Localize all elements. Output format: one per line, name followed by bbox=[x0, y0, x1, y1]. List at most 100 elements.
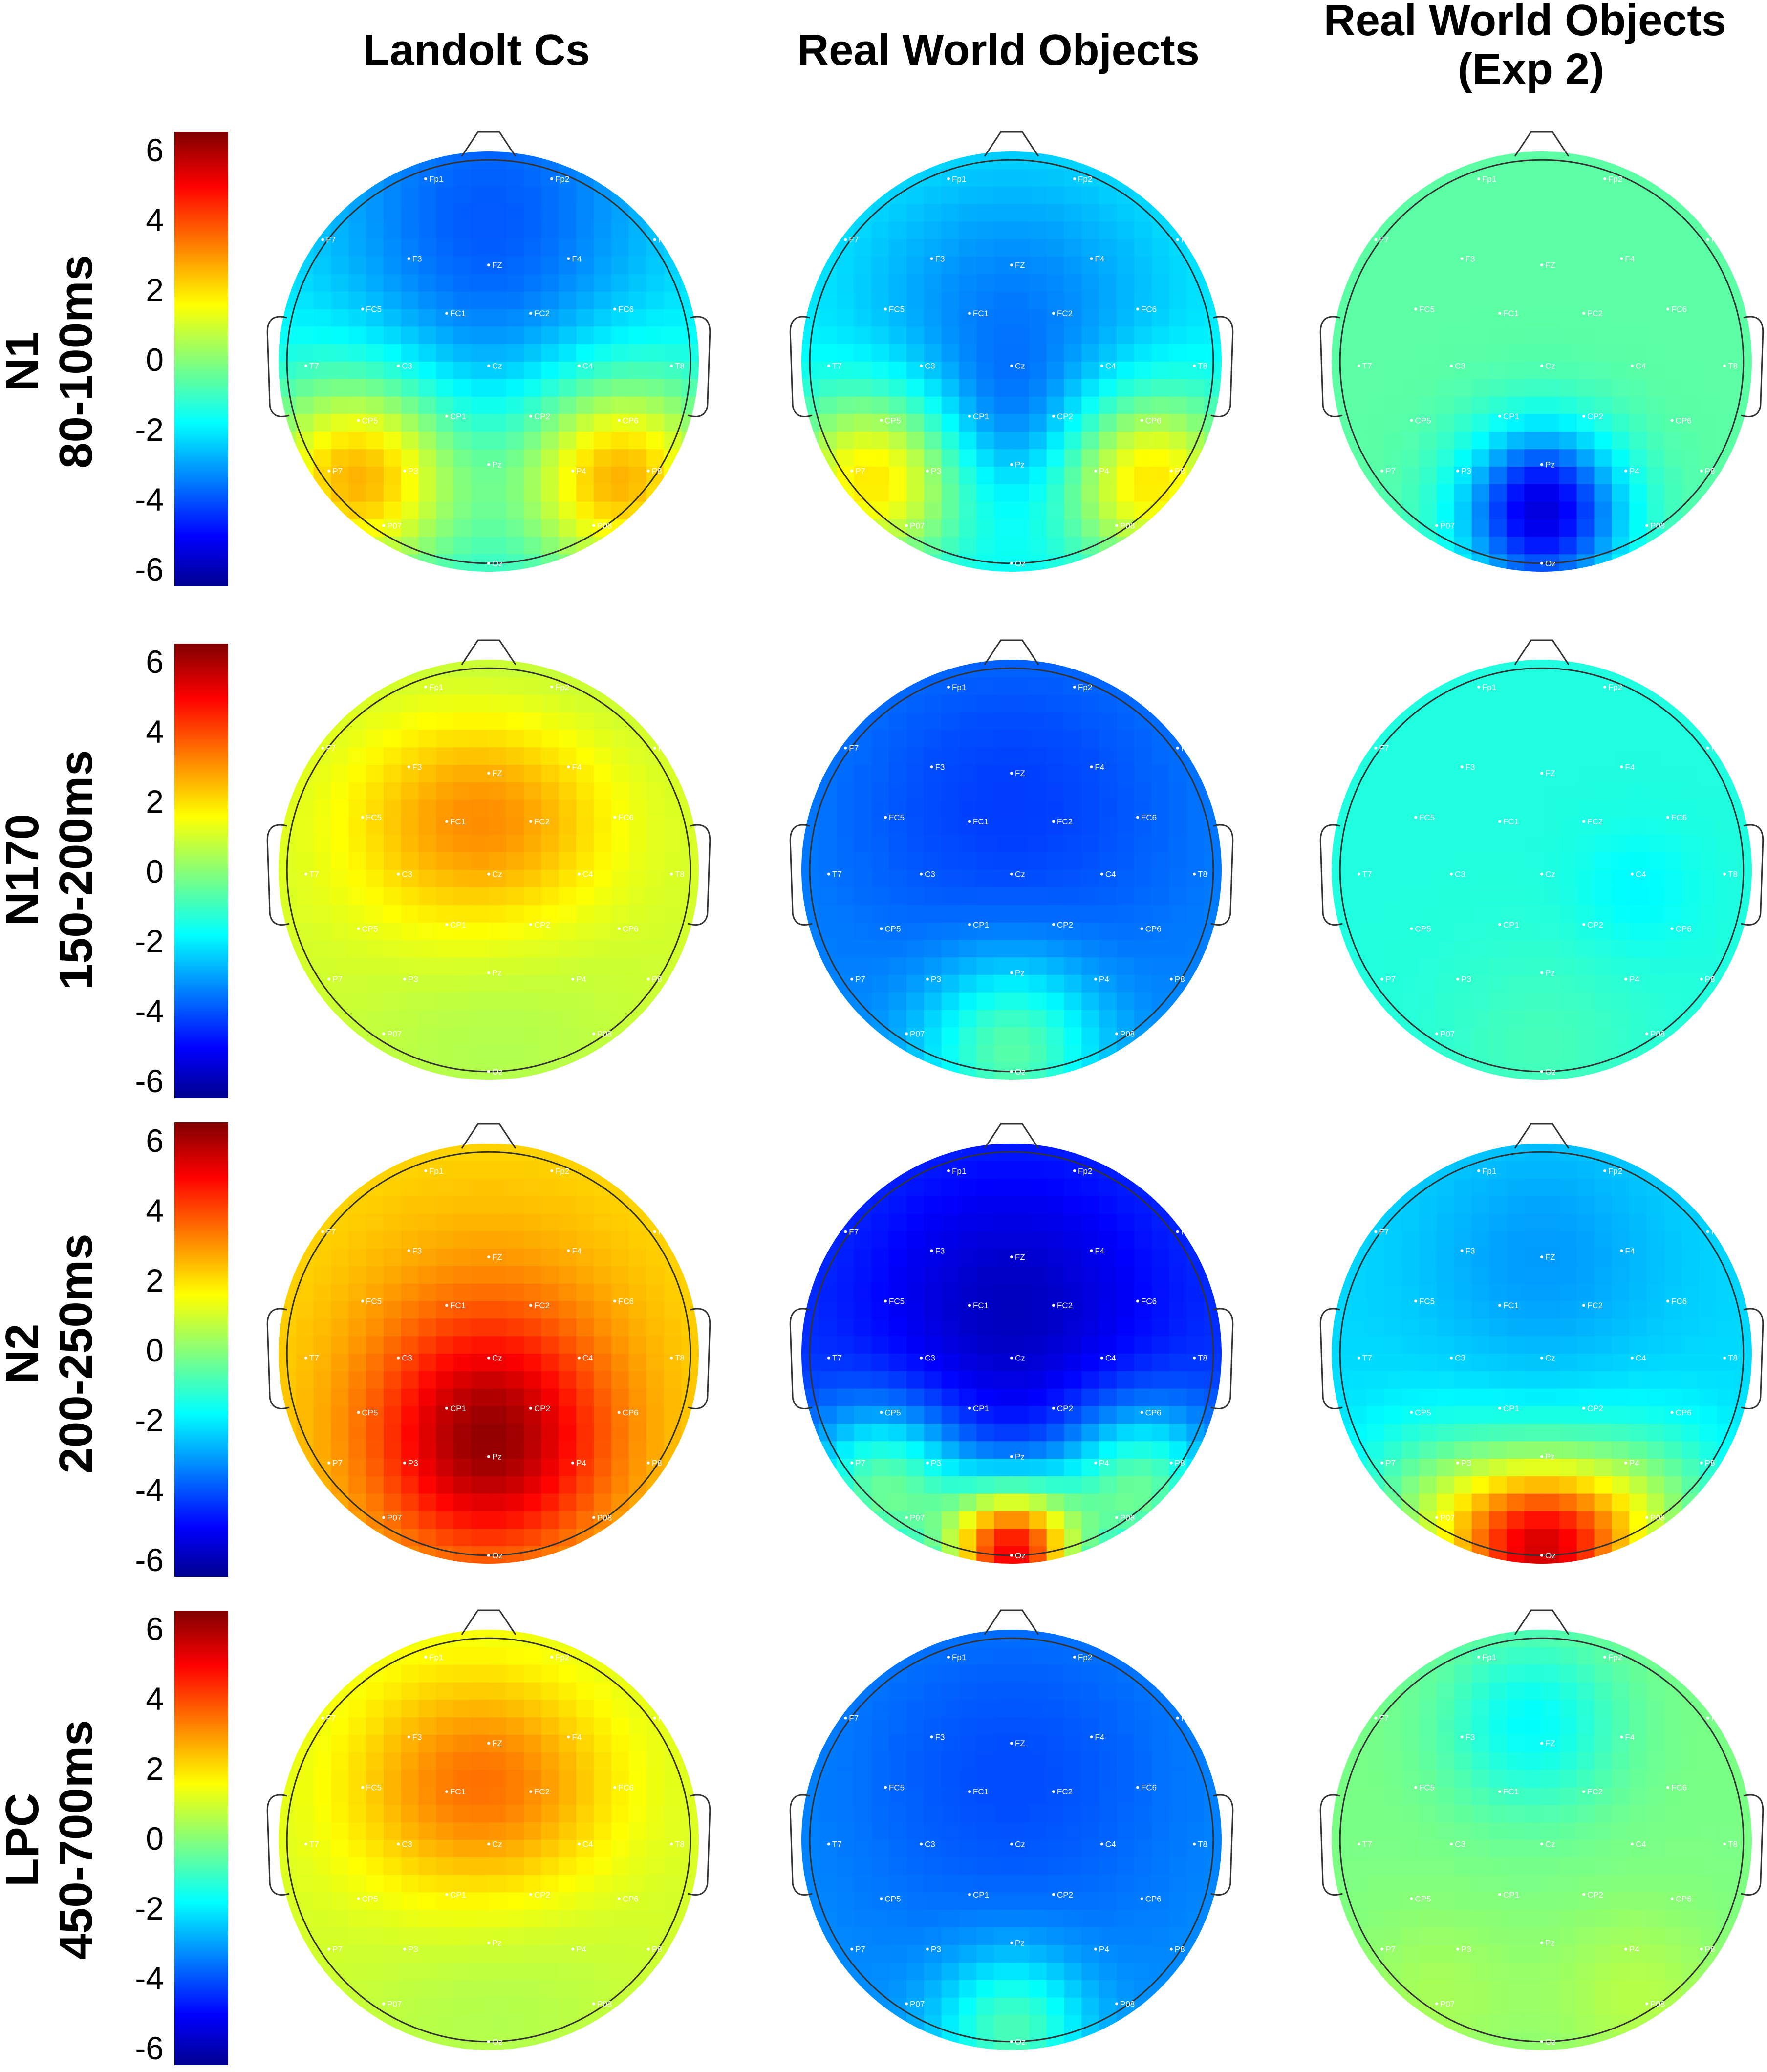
right-ear-outline bbox=[688, 1308, 711, 1409]
electrode-dot bbox=[592, 1032, 595, 1036]
electrode-dot bbox=[382, 524, 385, 527]
electrode-dot bbox=[487, 971, 490, 974]
electrode-labels: Fp1 Fp2 F7 F3 FZ F4 F8 FC5 FC1 FC2 FC6 T7 C3 Cz C4 T8 CP… bbox=[827, 1653, 1207, 2047]
electrode-label-cp2: CP2 bbox=[1057, 1890, 1073, 1899]
electrode-dot bbox=[1052, 923, 1055, 926]
electrode-label-p07: P07 bbox=[1440, 1029, 1455, 1038]
electrode-label-pz: Pz bbox=[1545, 1452, 1555, 1462]
electrode-label-fc6: FC6 bbox=[618, 1783, 634, 1792]
electrode-label-cp1: CP1 bbox=[973, 920, 989, 929]
electrode-label-t7: T7 bbox=[309, 1840, 319, 1849]
colorbar-n2: 6 4 2 0 -2 -4 -6 bbox=[135, 1122, 228, 1578]
colorbar-tick-label: -2 bbox=[135, 411, 164, 448]
topomap-lpc-col1: Fp1 Fp2 F7 F3 FZ F4 F8 FC5 FC1 FC2 FC6 T7 C3 Cz C4 T8 CP… bbox=[266, 1609, 711, 2050]
electrode-label-t8: T8 bbox=[675, 1354, 685, 1363]
electrode-label-p7: P7 bbox=[1385, 975, 1396, 984]
left-ear-outline bbox=[266, 1308, 290, 1409]
row-title-component: LPC bbox=[0, 1793, 48, 1887]
left-ear-outline bbox=[266, 824, 290, 926]
electrode-label-p08: P08 bbox=[1650, 1999, 1665, 2008]
electrode-label-f7: F7 bbox=[849, 1228, 859, 1237]
electrode-label-fc2: FC2 bbox=[1587, 309, 1603, 318]
colorbars: 6 4 2 0 -2 -4 -6 6 4 2 0 -2 -4 -6 6 4 2 0 -2 -4 -6 6 4 2 0 -2 -4 -6 bbox=[135, 132, 228, 2066]
left-ear-outline bbox=[1319, 1794, 1343, 1896]
electrode-label-cp5: CP5 bbox=[1415, 416, 1431, 425]
electrode-label-c4: C4 bbox=[582, 1840, 593, 1849]
electrode-dot bbox=[930, 1249, 933, 1252]
electrode-dot bbox=[905, 2002, 908, 2006]
electrode-label-f8: F8 bbox=[658, 1714, 668, 1723]
electrode-dot bbox=[1410, 927, 1413, 930]
electrode-dot bbox=[361, 816, 364, 819]
electrode-dot bbox=[1115, 2002, 1118, 2006]
electrode-dot bbox=[1624, 1947, 1627, 1951]
electrode-dot bbox=[1052, 1406, 1055, 1410]
electrode-dot bbox=[1010, 1742, 1013, 1745]
electrode-dot bbox=[487, 561, 490, 565]
colorbar-tick-label: 0 bbox=[146, 853, 164, 889]
electrode-label-p8: P8 bbox=[1705, 1459, 1715, 1468]
electrode-label-t8: T8 bbox=[1198, 870, 1207, 879]
electrode-label-cp1: CP1 bbox=[450, 920, 466, 929]
electrode-label-pz: Pz bbox=[1545, 1939, 1555, 1948]
electrode-dot bbox=[920, 364, 923, 367]
electrode-dot bbox=[567, 1249, 570, 1252]
electrode-label-p7: P7 bbox=[855, 975, 865, 984]
colorbar-tick-label: -2 bbox=[135, 1402, 164, 1438]
colorbar-tick-label: 2 bbox=[146, 783, 164, 820]
electrode-dot bbox=[670, 1356, 673, 1360]
electrode-label-f7: F7 bbox=[849, 1714, 859, 1723]
electrode-label-cp6: CP6 bbox=[1145, 1408, 1162, 1417]
electrode-label-p07: P07 bbox=[910, 521, 925, 530]
electrode-dot bbox=[361, 1299, 364, 1303]
electrode-label-p08: P08 bbox=[1120, 1513, 1135, 1522]
electrode-dot bbox=[1460, 1735, 1464, 1739]
topomap-field bbox=[1332, 151, 1752, 572]
electrode-dot bbox=[487, 2040, 490, 2043]
electrode-dot bbox=[1706, 238, 1709, 241]
electrode-dot bbox=[397, 364, 400, 367]
electrode-labels: Fp1 Fp2 F7 F3 FZ F4 F8 FC5 FC1 FC2 FC6 T7 C3 Cz C4 T8 CP… bbox=[827, 683, 1207, 1077]
electrode-dot bbox=[1193, 1842, 1196, 1846]
electrode-label-fc6: FC6 bbox=[618, 813, 634, 822]
electrode-label-c4: C4 bbox=[1105, 1354, 1116, 1363]
electrode-dot bbox=[968, 312, 971, 315]
electrode-label-fz: FZ bbox=[492, 1739, 502, 1748]
electrode-dot bbox=[397, 1356, 400, 1360]
electrode-dot bbox=[1450, 1842, 1453, 1846]
electrode-dot bbox=[1010, 872, 1013, 876]
electrode-dot bbox=[1620, 1735, 1623, 1739]
electrode-dot bbox=[1090, 257, 1093, 260]
electrode-dot bbox=[1540, 1842, 1543, 1846]
electrode-dot bbox=[445, 1790, 448, 1793]
electrode-dot bbox=[1498, 820, 1501, 823]
electrode-label-p4: P4 bbox=[1629, 467, 1639, 476]
electrode-dot bbox=[827, 872, 830, 876]
electrode-label-c3: C3 bbox=[1455, 870, 1465, 879]
electrode-dot bbox=[592, 1516, 595, 1519]
electrode-dot bbox=[550, 177, 553, 180]
electrode-label-c4: C4 bbox=[582, 362, 593, 371]
electrode-dot bbox=[487, 463, 490, 466]
electrode-label-pz: Pz bbox=[1545, 969, 1555, 978]
electrode-label-c4: C4 bbox=[1105, 362, 1116, 371]
topomap-field bbox=[801, 1144, 1222, 1564]
colorbar-tick-label: -6 bbox=[135, 1542, 164, 1578]
electrode-label-t8: T8 bbox=[1728, 1354, 1738, 1363]
electrode-label-t8: T8 bbox=[675, 870, 685, 879]
electrode-label-oz: Oz bbox=[1015, 559, 1026, 568]
electrode-label-pz: Pz bbox=[492, 460, 502, 470]
electrode-label-pz: Pz bbox=[1015, 969, 1025, 978]
topomap-field bbox=[1332, 1144, 1752, 1564]
electrode-label-fp2: Fp2 bbox=[1608, 174, 1622, 184]
topomap-n170-col3: Fp1 Fp2 F7 F3 FZ F4 F8 FC5 FC1 FC2 FC6 T7 C3 Cz C4 T8 CP… bbox=[1319, 639, 1764, 1080]
colorbar-tick-label: 0 bbox=[146, 1820, 164, 1856]
electrode-dot bbox=[880, 1411, 883, 1414]
electrode-label-fz: FZ bbox=[492, 260, 502, 270]
electrode-label-p08: P08 bbox=[1650, 1029, 1665, 1038]
electrode-dot bbox=[844, 1716, 847, 1720]
electrode-dot bbox=[947, 1169, 950, 1172]
electrode-dot bbox=[1540, 971, 1543, 974]
electrode-label-f3: F3 bbox=[412, 1732, 422, 1742]
electrode-dot bbox=[670, 364, 673, 367]
